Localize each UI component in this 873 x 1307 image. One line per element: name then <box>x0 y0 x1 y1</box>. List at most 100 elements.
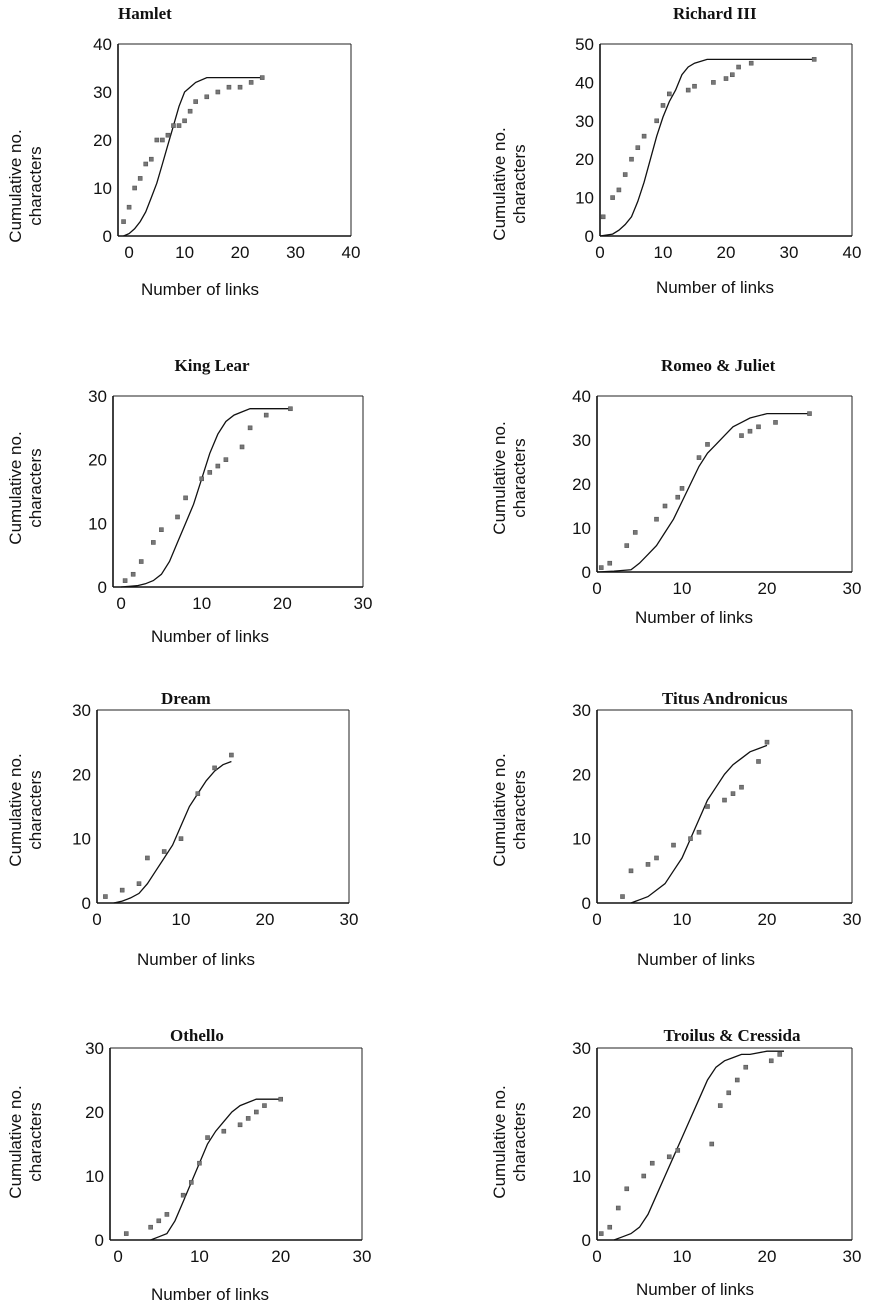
x-tick-label: 10 <box>192 594 211 613</box>
x-tick-label: 0 <box>113 1247 122 1266</box>
data-point <box>739 784 744 790</box>
data-point <box>123 1231 129 1236</box>
data-point <box>649 1160 655 1166</box>
data-point <box>671 842 676 848</box>
x-axis-label: Number of links <box>634 608 754 627</box>
data-point <box>620 894 625 899</box>
x-tick-label: 30 <box>843 579 862 598</box>
data-point <box>148 1224 153 1230</box>
y-tick-label: 10 <box>572 830 591 849</box>
y-tick-label: 20 <box>72 765 91 784</box>
data-point <box>628 868 634 874</box>
data-point <box>696 455 702 460</box>
chart-title: Dream <box>161 689 211 708</box>
y-axis-label-line: characters <box>510 144 529 224</box>
x-tick-label: 10 <box>190 1247 209 1266</box>
x-axis-label: Number of links <box>635 1280 755 1299</box>
y-tick-label: 0 <box>582 1231 591 1250</box>
data-point <box>768 1058 774 1064</box>
x-tick-label: 30 <box>843 910 862 929</box>
x-tick-label: 20 <box>256 910 275 929</box>
x-tick-label: 10 <box>172 910 191 929</box>
x-tick-label: 0 <box>595 243 604 262</box>
data-point <box>226 84 232 90</box>
chart-panel-7: 0 10 20 30 0 10 20 30 <box>85 1039 371 1266</box>
x-tick-label: 10 <box>654 243 673 262</box>
data-point <box>624 543 630 548</box>
chart-title: Hamlet <box>118 4 172 23</box>
data-point <box>161 849 167 854</box>
y-axis-label: Cumulative no. characters <box>490 89 530 279</box>
data-point <box>130 571 136 577</box>
data-point <box>722 797 727 803</box>
data-point <box>624 1186 630 1192</box>
data-point <box>773 420 778 425</box>
y-axis-label-line: Cumulative no. <box>6 753 25 867</box>
data-point <box>121 219 126 224</box>
data-point <box>145 855 150 861</box>
data-point <box>756 424 761 430</box>
x-tick-label: 0 <box>116 594 125 613</box>
chart-panel-6: 0 10 20 30 0 10 20 30 <box>572 701 861 929</box>
chart-panel-3: 0 10 20 30 0 10 20 30 <box>88 387 372 613</box>
data-point <box>688 836 693 841</box>
chart-panel-2: 0 10 20 30 40 0 10 20 30 40 50 <box>575 35 861 262</box>
y-tick-label: 0 <box>95 1231 104 1250</box>
chart-title: Romeo & Juliet <box>661 356 776 375</box>
data-point <box>764 739 770 745</box>
data-point <box>811 57 817 62</box>
x-tick-label: 30 <box>353 1247 372 1266</box>
data-point <box>654 516 659 522</box>
data-point <box>675 1148 681 1153</box>
data-point <box>666 1154 672 1160</box>
data-point <box>182 118 187 124</box>
data-point <box>171 123 176 128</box>
x-axis-label: Number of links <box>150 627 270 646</box>
data-point <box>164 1212 170 1217</box>
y-tick-label: 20 <box>93 131 112 150</box>
data-point <box>193 99 198 104</box>
y-tick-label: 40 <box>93 35 112 54</box>
data-point <box>180 1192 186 1198</box>
model-curve <box>599 58 815 237</box>
data-point <box>615 1205 621 1211</box>
data-point <box>734 1077 740 1083</box>
data-point <box>743 1064 749 1070</box>
x-tick-label: 40 <box>843 243 862 262</box>
y-tick-label: 40 <box>575 73 594 92</box>
data-point <box>679 486 685 491</box>
data-point <box>600 214 606 220</box>
data-point <box>248 80 254 85</box>
x-tick-label: 10 <box>175 243 194 262</box>
y-tick-label: 30 <box>88 387 107 406</box>
y-tick-label: 10 <box>93 179 112 198</box>
y-tick-label: 20 <box>85 1103 104 1122</box>
y-tick-label: 30 <box>572 1039 591 1058</box>
model-curve <box>613 1050 784 1241</box>
y-axis-label: Cumulative no. characters <box>6 91 46 281</box>
data-point <box>777 1052 783 1057</box>
data-point <box>711 80 716 85</box>
x-tick-label: 20 <box>231 243 250 262</box>
data-point <box>288 406 293 412</box>
chart-panel-8: 0 10 20 30 0 10 20 30 <box>572 1039 861 1266</box>
y-tick-label: 30 <box>72 701 91 720</box>
data-point <box>237 84 243 90</box>
y-tick-label: 10 <box>85 1167 104 1186</box>
y-tick-label: 0 <box>582 563 591 582</box>
data-point <box>629 156 634 162</box>
x-tick-label: 0 <box>592 1247 601 1266</box>
data-point <box>736 64 741 70</box>
data-point <box>666 91 672 97</box>
x-axis-label: Number of links <box>636 950 756 969</box>
data-point <box>187 108 193 114</box>
data-point <box>748 60 754 66</box>
data-point <box>205 1135 210 1140</box>
x-axis-label: Number of links <box>150 1285 270 1304</box>
y-axis-label-line: Cumulative no. <box>490 421 509 535</box>
data-point <box>132 185 137 191</box>
y-axis-label: Cumulative no. characters <box>490 715 530 905</box>
data-point <box>126 204 132 210</box>
data-point <box>729 72 735 78</box>
